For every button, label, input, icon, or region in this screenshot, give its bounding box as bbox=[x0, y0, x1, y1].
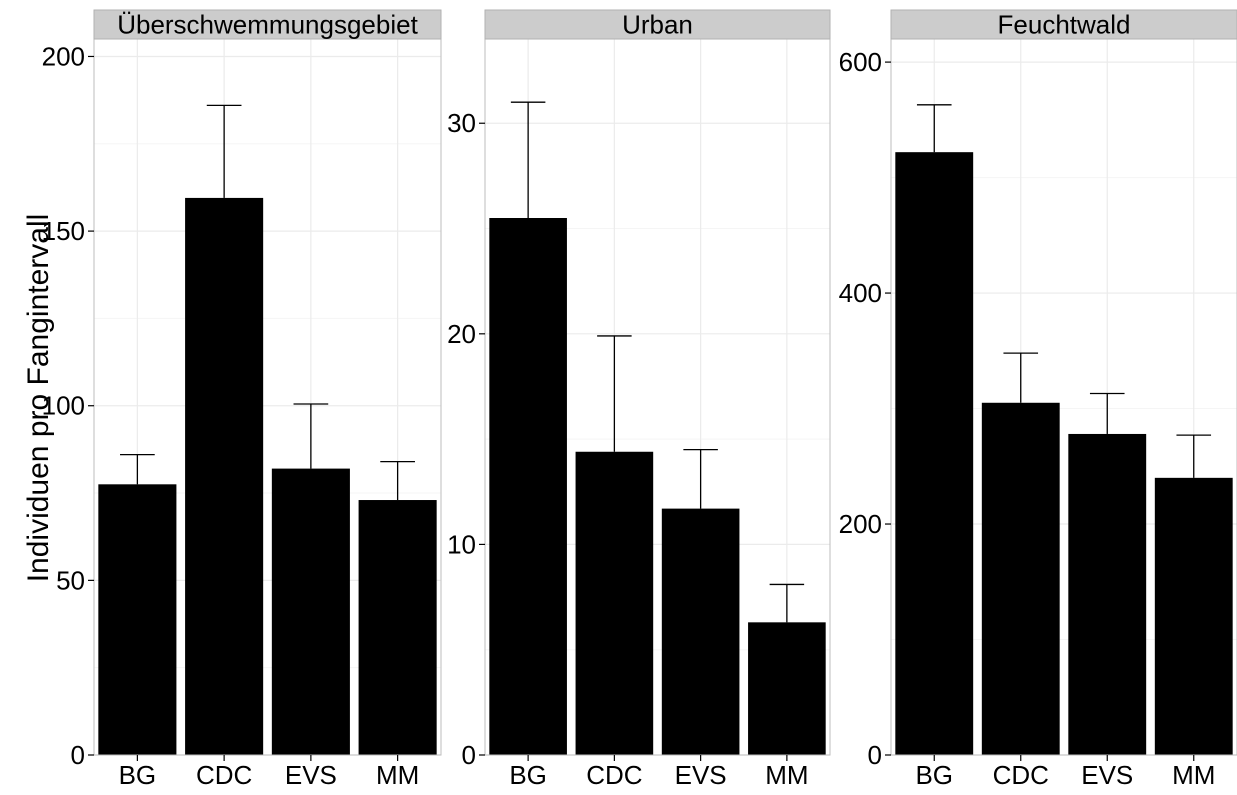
x-tick-label: MM bbox=[1172, 760, 1215, 790]
bar-cdc bbox=[575, 451, 654, 755]
y-tick-label: 100 bbox=[42, 391, 85, 421]
y-tick-label: 200 bbox=[42, 41, 85, 71]
y-tick-label: 20 bbox=[447, 319, 476, 349]
y-tick-label: 0 bbox=[71, 740, 85, 770]
x-tick-label: BG bbox=[509, 760, 547, 790]
y-tick-label: 50 bbox=[56, 565, 85, 595]
x-tick-label: EVS bbox=[1081, 760, 1133, 790]
bar-mm bbox=[1154, 477, 1233, 755]
x-tick-label: BG bbox=[119, 760, 157, 790]
y-tick-label: 0 bbox=[462, 740, 476, 770]
facet-title: Urban bbox=[622, 10, 693, 40]
facet-title: Überschwemmungsgebiet bbox=[117, 10, 418, 40]
x-tick-label: EVS bbox=[675, 760, 727, 790]
y-tick-label: 10 bbox=[447, 529, 476, 559]
facet-panel: Feuchtwald 0 200 400 600 BG CDC EVS MM bbox=[839, 9, 1237, 790]
y-tick-label: 400 bbox=[839, 278, 882, 308]
x-tick-label: CDC bbox=[993, 760, 1049, 790]
x-tick-label: CDC bbox=[196, 760, 252, 790]
facet-panel: Überschwemmungsgebiet 0 50 100 150 200 BG CDC EV… bbox=[42, 9, 442, 790]
y-tick-label: 600 bbox=[839, 47, 882, 77]
facet-panel: Urban 0 10 20 30 BG CDC EVS MM bbox=[447, 9, 831, 790]
bar-bg bbox=[895, 152, 974, 755]
x-tick-label: EVS bbox=[285, 760, 337, 790]
bar-cdc bbox=[981, 402, 1060, 755]
x-tick-label: MM bbox=[765, 760, 808, 790]
bar-mm bbox=[358, 500, 437, 755]
bar-bg bbox=[98, 484, 177, 755]
facet-strip bbox=[890, 9, 1237, 40]
facet-title: Feuchtwald bbox=[998, 10, 1131, 40]
bar-evs bbox=[1068, 433, 1147, 755]
x-tick-label: BG bbox=[915, 760, 953, 790]
bar-evs bbox=[661, 508, 740, 755]
facet-strip bbox=[484, 9, 831, 40]
y-tick-label: 200 bbox=[839, 509, 882, 539]
bar-bg bbox=[489, 218, 567, 755]
bar-evs bbox=[271, 468, 350, 755]
y-tick-label: 150 bbox=[42, 216, 85, 246]
y-axis-label: Individuen pro Fangintervall bbox=[22, 214, 55, 583]
y-tick-label: 0 bbox=[868, 740, 882, 770]
bar-cdc bbox=[185, 197, 264, 756]
x-tick-label: MM bbox=[376, 760, 419, 790]
facet-strip bbox=[93, 9, 442, 40]
bar-mm bbox=[748, 622, 826, 755]
y-tick-label: 30 bbox=[447, 108, 476, 138]
x-tick-label: CDC bbox=[586, 760, 642, 790]
